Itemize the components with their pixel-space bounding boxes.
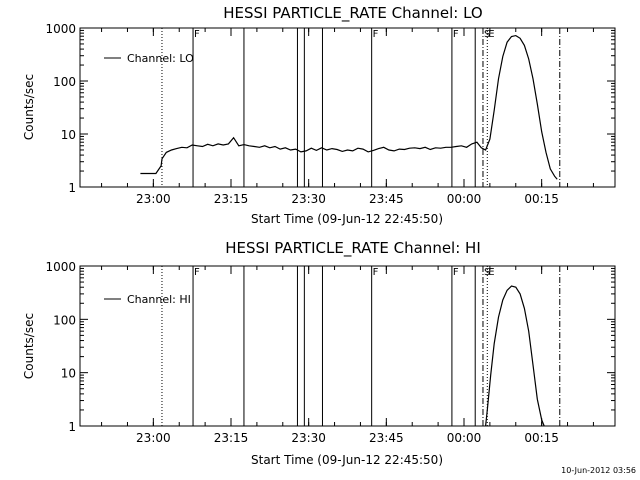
y-axis-label-lo: Counts/sec — [22, 74, 36, 140]
legend-label-lo: Channel: LO — [127, 52, 194, 65]
x-tick-label: 00:00 — [447, 192, 482, 206]
x-axis-label-hi: Start Time (09-Jun-12 22:45:50) — [251, 453, 443, 467]
x-tick-label: 00:15 — [524, 192, 559, 206]
event-marker-label: S — [484, 29, 490, 40]
y-tick-label: 1 — [68, 181, 76, 195]
x-tick-label: 00:00 — [447, 431, 482, 445]
y-tick-label: 1 — [68, 420, 76, 434]
legend-label-hi: Channel: HI — [127, 293, 191, 306]
event-marker-label: F — [194, 29, 200, 40]
chart-title-hi: HESSI PARTICLE_RATE Channel: HI — [225, 239, 481, 258]
x-axis-label-lo: Start Time (09-Jun-12 22:45:50) — [251, 212, 443, 226]
x-tick-label: 23:45 — [369, 192, 404, 206]
x-tick-label: 23:30 — [291, 192, 326, 206]
event-marker-label: E — [488, 267, 494, 278]
y-tick-label: 100 — [53, 313, 76, 327]
event-marker-label: F — [453, 267, 459, 278]
event-marker-label: F — [453, 29, 459, 40]
event-marker-label: F — [373, 29, 379, 40]
event-marker-label: F — [194, 267, 200, 278]
x-tick-label: 23:15 — [214, 431, 249, 445]
event-marker-label: S — [484, 267, 490, 278]
series-line-hi — [485, 285, 545, 427]
chart-title-lo: HESSI PARTICLE_RATE Channel: LO — [223, 4, 482, 23]
y-tick-label: 1000 — [45, 22, 76, 36]
y-tick-label: 100 — [53, 75, 76, 89]
event-marker-label: F — [373, 267, 379, 278]
footer-timestamp: 10-Jun-2012 03:56 — [561, 466, 636, 475]
plot-area-lo — [80, 27, 615, 188]
event-marker-label: E — [488, 29, 494, 40]
x-tick-label: 00:15 — [524, 431, 559, 445]
series-line-lo — [140, 34, 558, 180]
y-tick-label: 1000 — [45, 260, 76, 274]
x-tick-label: 23:15 — [214, 192, 249, 206]
x-tick-label: 23:00 — [136, 431, 171, 445]
y-tick-label: 10 — [61, 367, 76, 381]
x-tick-label: 23:00 — [136, 192, 171, 206]
plot-frame-lo — [79, 27, 616, 188]
x-tick-label: 23:30 — [291, 431, 326, 445]
y-axis-label-hi: Counts/sec — [22, 313, 36, 379]
plot-area-hi — [80, 265, 615, 427]
plot-frame-hi — [79, 265, 616, 427]
y-tick-label: 10 — [61, 128, 76, 142]
x-tick-label: 23:45 — [369, 431, 404, 445]
